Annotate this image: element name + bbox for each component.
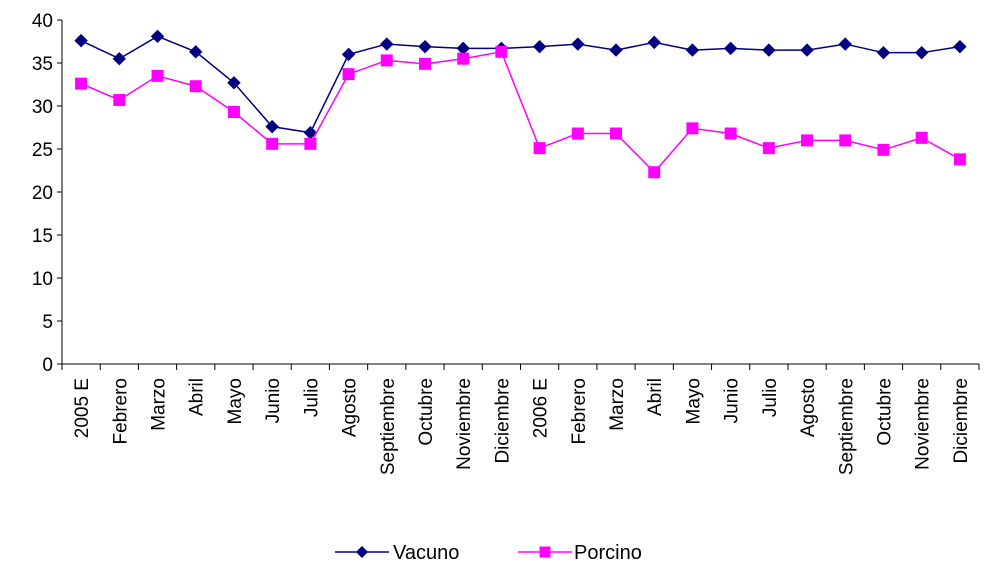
data-point-porcino — [686, 122, 699, 135]
data-point-porcino — [457, 52, 470, 65]
data-point-porcino — [418, 57, 431, 70]
data-point-vacuno — [456, 41, 470, 56]
legend-marker-icon — [356, 546, 368, 558]
x-tick-label: Abril — [187, 378, 208, 416]
data-point-vacuno — [762, 43, 776, 57]
data-point-porcino — [953, 153, 966, 166]
y-tick-label: 5 — [42, 312, 53, 333]
y-tick-label: 0 — [42, 355, 53, 376]
data-point-vacuno — [723, 41, 738, 56]
data-point-vacuno — [876, 45, 891, 60]
data-point-vacuno — [112, 51, 127, 66]
legend-label: Vacuno — [393, 542, 459, 564]
x-tick-label: Noviembre — [913, 378, 934, 470]
data-point-porcino — [915, 131, 928, 144]
x-tick-label: Noviembre — [454, 378, 475, 470]
data-point-porcino — [801, 134, 814, 147]
axes: 0 5 10 15 20 25 30 35 40 2005 E Febrero Marzo Abril M… — [32, 11, 980, 475]
y-tick-label: 15 — [32, 226, 53, 247]
data-point-porcino — [762, 142, 775, 155]
data-point-porcino — [151, 69, 164, 82]
data-point-porcino — [266, 137, 279, 150]
legend-marker-icon — [539, 546, 551, 558]
series-porcino — [75, 45, 966, 179]
x-tick-label: Diciembre — [492, 378, 513, 464]
series-vacuno — [74, 29, 967, 140]
data-point-vacuno — [685, 43, 700, 57]
x-tick-label: Marzo — [149, 378, 170, 431]
legend-item-porcino: Porcino — [518, 542, 642, 564]
y-tick-label: 40 — [32, 11, 53, 32]
data-point-vacuno — [380, 37, 394, 51]
data-point-porcino — [304, 137, 317, 150]
x-tick-label: Abril — [645, 378, 666, 416]
data-point-porcino — [75, 77, 88, 90]
data-point-porcino — [610, 127, 623, 140]
data-point-vacuno — [609, 43, 623, 57]
x-tick-label: Agosto — [340, 378, 361, 437]
x-tick-label: Junio — [263, 378, 284, 423]
legend: Vacuno Porcino — [335, 542, 642, 564]
x-tick-label: 2005 E — [72, 378, 93, 438]
data-point-vacuno — [838, 37, 852, 51]
x-tick-label: Septiembre — [378, 378, 399, 475]
data-point-vacuno — [532, 39, 547, 54]
data-point-porcino — [342, 68, 355, 81]
data-point-porcino — [571, 127, 584, 140]
data-point-porcino — [533, 142, 546, 155]
data-point-vacuno — [953, 39, 967, 54]
data-point-vacuno — [341, 47, 356, 62]
data-point-porcino — [877, 143, 890, 156]
x-tick-label: Mayo — [225, 378, 246, 424]
data-point-porcino — [839, 134, 852, 147]
data-point-vacuno — [418, 39, 432, 54]
data-point-porcino — [495, 45, 508, 58]
y-tick-label: 30 — [32, 97, 53, 118]
data-point-vacuno — [571, 37, 585, 51]
series-line-porcino — [80, 50, 961, 174]
data-point-porcino — [189, 80, 202, 93]
x-tick-label: Febrero — [569, 378, 590, 445]
y-tick-label: 25 — [32, 140, 53, 161]
data-point-vacuno — [800, 43, 814, 57]
series-layer — [74, 29, 967, 179]
x-tick-label: Junio — [722, 378, 743, 423]
data-point-porcino — [227, 106, 240, 119]
x-tick-label: Octubre — [874, 378, 895, 446]
data-point-vacuno — [74, 33, 88, 48]
data-point-vacuno — [150, 29, 165, 44]
data-point-vacuno — [914, 45, 929, 60]
legend-label: Porcino — [574, 542, 642, 564]
x-tick-label: Septiembre — [836, 378, 857, 475]
x-tick-label: Febrero — [110, 378, 131, 445]
data-point-vacuno — [265, 119, 279, 134]
x-tick-label: Mayo — [683, 378, 704, 424]
data-point-vacuno — [227, 76, 241, 90]
x-tick-label: Octubre — [416, 378, 437, 446]
data-point-porcino — [380, 54, 393, 67]
legend-item-vacuno: Vacuno — [335, 542, 459, 564]
data-point-vacuno — [647, 35, 661, 50]
y-tick-label: 20 — [32, 183, 53, 204]
x-tick-label: Agosto — [798, 378, 819, 437]
y-tick-label: 10 — [32, 269, 53, 290]
series-line-vacuno — [80, 35, 961, 134]
x-tick-label: Julio — [760, 378, 781, 417]
data-point-porcino — [648, 166, 661, 179]
x-tick-label: Diciembre — [951, 378, 972, 464]
x-tick-label: Julio — [301, 378, 322, 417]
y-tick-label: 35 — [32, 54, 53, 75]
data-point-vacuno — [189, 45, 203, 59]
x-tick-label: Marzo — [607, 378, 628, 431]
data-point-porcino — [113, 93, 126, 106]
data-point-porcino — [724, 127, 737, 140]
x-tick-label: 2006 E — [531, 378, 552, 438]
